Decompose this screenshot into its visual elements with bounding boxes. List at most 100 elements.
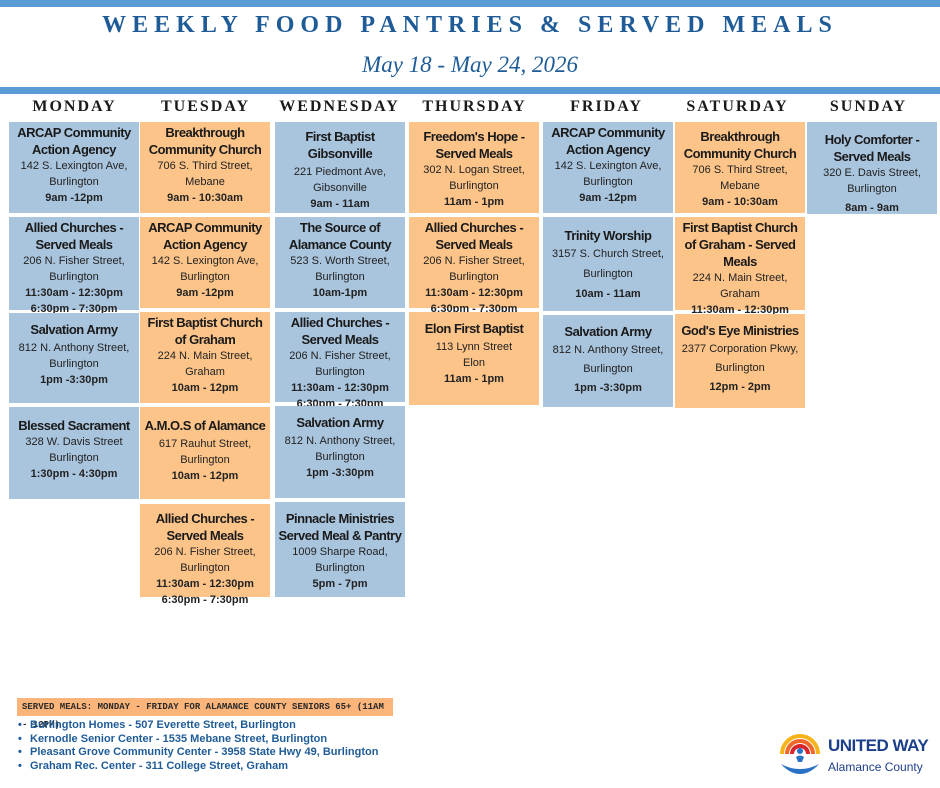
- pantry-city: Burlington: [449, 180, 499, 192]
- pantry-city: Burlington: [583, 176, 633, 188]
- pantry-name: Elon First Baptist: [424, 321, 524, 336]
- pantry-city: Burlington: [583, 268, 633, 280]
- pantry-address: 113 Lynn Street: [435, 341, 513, 353]
- day-header-tuesday: TUESDAY: [161, 98, 250, 115]
- pantry-address: 812 N. Anthony Street,: [552, 344, 664, 356]
- pantry-name: Blessed Sacrament: [18, 418, 130, 433]
- pantry-card: Salvation Army 812 N. Anthony Street, Bu…: [9, 313, 139, 403]
- pantry-address: 142 S. Lexington Ave,: [20, 160, 128, 172]
- served-meals-banner: SERVED MEALS: MONDAY - FRIDAY FOR ALAMAN…: [17, 698, 393, 730]
- pantry-time: 1:30pm - 4:30pm: [30, 468, 118, 480]
- logo-title: UNITED WAY: [828, 736, 929, 755]
- pantry-address: 206 N. Fisher Street,: [289, 350, 391, 362]
- list-item: Burlington Homes - 507 Everette Street, …: [16, 719, 378, 733]
- pantry-time: 11am - 1pm: [444, 373, 504, 385]
- pantry-address: 3157 S. Church Street,: [552, 248, 664, 260]
- pantry-address: 328 W. Davis Street: [25, 436, 123, 448]
- pantry-card: ARCAP Community Action Agency 142 S. Lex…: [140, 217, 270, 308]
- pantry-name: ARCAP Community Action Agency: [551, 125, 665, 157]
- pantry-time-evening: 6:30pm - 7:30pm: [30, 303, 118, 315]
- day-header-wednesday: WEDNESDAY: [279, 98, 400, 115]
- pantry-city: Burlington: [315, 366, 365, 378]
- pantry-name: Salvation Army: [296, 415, 384, 430]
- pantry-card: Freedom's Hope - Served Meals 302 N. Log…: [409, 122, 539, 213]
- page-title: WEEKLY FOOD PANTRIES & SERVED MEALS: [102, 12, 838, 38]
- pantry-city: Burlington: [180, 454, 230, 466]
- pantry-address: 302 N. Logan Street,: [423, 164, 525, 176]
- pantry-city: Graham: [185, 366, 225, 378]
- pantry-address: 224 N. Main Street,: [157, 350, 253, 362]
- pantry-time: 11am - 1pm: [444, 196, 504, 208]
- pantry-address: 206 N. Fisher Street,: [423, 255, 525, 267]
- pantry-address: 206 N. Fisher Street,: [154, 546, 256, 558]
- pantry-address: 706 S. Third Street,: [692, 164, 788, 176]
- pantry-address: 142 S. Lexington Ave,: [151, 255, 259, 267]
- pantry-name: First Baptist Church of Graham: [147, 315, 263, 347]
- pantry-time: 1pm -3:30pm: [574, 382, 642, 394]
- list-item: Pleasant Grove Community Center - 3958 S…: [16, 746, 378, 760]
- pantry-address: 221 Piedmont Ave,: [293, 166, 387, 178]
- pantry-address: 812 N. Anthony Street,: [284, 435, 396, 447]
- pantry-address: 320 E. Davis Street,: [823, 167, 921, 179]
- pantry-city: Gibsonville: [313, 182, 367, 194]
- united-way-logo: UNITED WAY Alamance County: [776, 732, 936, 782]
- day-header-thursday: THURSDAY: [422, 98, 527, 115]
- pantry-card: Blessed Sacrament 328 W. Davis Street Bu…: [9, 407, 139, 499]
- pantry-address: 1009 Sharpe Road,: [292, 546, 388, 558]
- pantry-city: Burlington: [315, 451, 365, 463]
- pantry-card: Allied Churches - Served Meals 206 N. Fi…: [140, 504, 270, 606]
- pantry-card: Breakthrough Community Church 706 S. Thi…: [140, 122, 270, 213]
- top-accent-bar: [0, 0, 940, 7]
- logo-subtitle: Alamance County: [828, 760, 923, 774]
- pantry-address: 523 S. Worth Street,: [290, 255, 390, 267]
- pantry-card: Trinity Worship 3157 S. Church Street, B…: [543, 217, 673, 311]
- senior-meal-locations: Burlington Homes - 507 Everette Street, …: [16, 719, 378, 773]
- pantry-card: First Baptist Church of Graham 224 N. Ma…: [140, 312, 270, 403]
- pantry-city: Burlington: [715, 362, 765, 374]
- day-headers: MONDAY TUESDAY WEDNESDAY THURSDAY FRIDAY…: [0, 98, 940, 118]
- pantry-name: Breakthrough Community Church: [148, 125, 262, 157]
- pantry-city: Burlington: [315, 562, 365, 574]
- pantry-address: 812 N. Anthony Street,: [18, 342, 130, 354]
- pantry-time: 9am -12pm: [176, 287, 234, 299]
- pantry-city: Burlington: [449, 271, 499, 283]
- list-item: Kernodle Senior Center - 1535 Mebane Str…: [16, 733, 378, 747]
- pantry-time: 11:30am - 12:30pm: [25, 287, 123, 299]
- day-header-saturday: SATURDAY: [686, 98, 789, 115]
- pantry-name: Trinity Worship: [564, 228, 652, 243]
- pantry-name: Salvation Army: [30, 322, 118, 337]
- pantry-time: 9am -12pm: [45, 192, 103, 204]
- pantry-time: 11:30am - 12:30pm: [291, 382, 389, 394]
- pantry-name: Allied Churches - Served Meals: [24, 220, 124, 252]
- pantry-time: 8am - 9am: [845, 202, 899, 214]
- pantry-name: Allied Churches - Served Meals: [290, 315, 390, 347]
- pantry-city: Burlington: [49, 452, 99, 464]
- pantry-name: Allied Churches - Served Meals: [424, 220, 524, 252]
- pantry-address: 142 S. Lexington Ave,: [554, 160, 662, 172]
- pantry-city: Burlington: [180, 562, 230, 574]
- list-item: Graham Rec. Center - 311 College Street,…: [16, 760, 378, 774]
- pantry-time: 9am - 11am: [310, 198, 370, 210]
- pantry-name: Breakthrough Community Church: [683, 129, 797, 161]
- pantry-time: 5pm - 7pm: [312, 578, 368, 590]
- pantry-time: 10am - 12pm: [171, 470, 239, 482]
- pantry-card: Pinnacle Ministries Served Meal & Pantry…: [275, 502, 405, 597]
- pantry-city: Burlington: [315, 271, 365, 283]
- pantry-city: Burlington: [847, 183, 897, 195]
- day-header-sunday: SUNDAY: [829, 98, 908, 115]
- pantry-card: Allied Churches - Served Meals 206 N. Fi…: [9, 217, 139, 315]
- pantry-time: 9am - 10:30am: [702, 196, 778, 208]
- pantry-name: Salvation Army: [564, 324, 652, 339]
- pantry-name: ARCAP Community Action Agency: [17, 125, 131, 157]
- pantry-card: Salvation Army 812 N. Anthony Street, Bu…: [543, 315, 673, 407]
- pantry-time: 9am - 10:30am: [167, 192, 243, 204]
- pantry-name: Pinnacle Ministries Served Meal & Pantry: [278, 511, 402, 543]
- pantry-card: First Baptist Church of Graham - Served …: [675, 217, 805, 316]
- pantry-city: Mebane: [185, 176, 225, 188]
- pantry-name: The Source of Alamance County: [288, 220, 392, 252]
- date-range-subtitle: May 18 - May 24, 2026: [362, 52, 578, 77]
- pantry-card: Breakthrough Community Church 706 S. Thi…: [675, 122, 805, 213]
- pantry-address: 617 Rauhut Street,: [158, 438, 252, 450]
- pantry-name: Freedom's Hope - Served Meals: [423, 129, 525, 161]
- pantry-time: 9am -12pm: [579, 192, 637, 204]
